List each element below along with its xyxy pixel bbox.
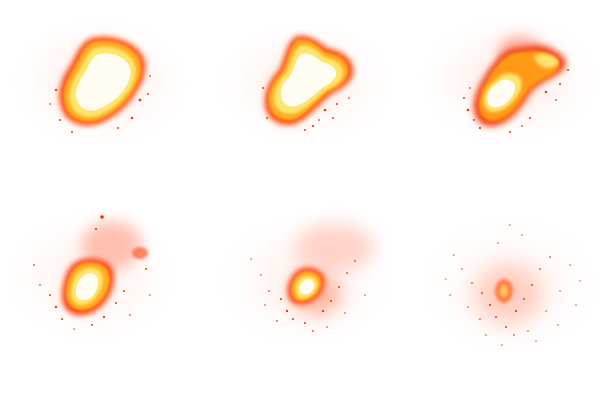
explosion-frame-5-graphic (213, 211, 397, 351)
explosion-frame-1-graphic (8, 14, 192, 150)
ember-particles (445, 224, 581, 346)
explosion-frame-2-graphic (213, 18, 397, 150)
explosion-frame-2 (205, 0, 410, 190)
fire-core (500, 285, 508, 297)
fire-core (487, 79, 516, 108)
fire-core (75, 53, 131, 111)
explosion-frame-1 (0, 0, 205, 190)
explosion-frame-5 (205, 195, 410, 395)
smoke-puff (132, 247, 148, 259)
ember-particles (250, 258, 366, 332)
smoke-cloud (295, 223, 375, 271)
explosion-frame-4-graphic (2, 207, 182, 347)
fire-core (280, 53, 336, 107)
fire-core (75, 273, 99, 301)
explosion-frame-3-graphic (416, 12, 604, 148)
explosion-frame-4 (0, 195, 205, 395)
ember-particles (463, 69, 569, 133)
fire-flare (534, 53, 559, 68)
explosion-frame-3 (410, 0, 615, 190)
ember-particles (33, 215, 151, 330)
ember-particles (262, 87, 350, 131)
smoke-cloud (82, 221, 142, 269)
ember-particles (49, 75, 151, 133)
fire-core (299, 279, 315, 295)
explosion-frame-6 (410, 195, 615, 395)
explosion-frame-6-graphic (416, 211, 604, 359)
